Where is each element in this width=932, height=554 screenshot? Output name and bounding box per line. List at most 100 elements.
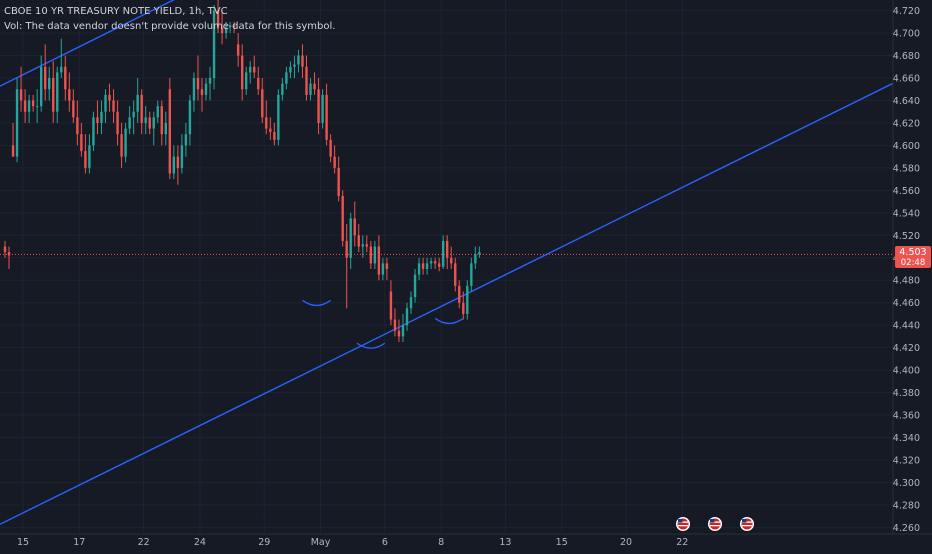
candle [148, 111, 151, 135]
candle-body [293, 64, 296, 67]
chart-legend[interactable]: CBOE 10 YR TREASURY NOTE YIELD, 1h, TVC … [4, 4, 335, 34]
candle [329, 134, 332, 163]
x-tick-label: May [311, 537, 331, 548]
candle-body [377, 246, 381, 275]
candle [184, 122, 188, 157]
candle-body [450, 257, 453, 264]
candle-body [15, 89, 19, 157]
x-tick-label: 6 [382, 537, 388, 548]
us-flag-event-icon[interactable] [740, 517, 754, 531]
candle-body [144, 117, 147, 123]
candle-body [417, 263, 421, 275]
candle [116, 100, 119, 146]
candle [208, 66, 212, 101]
candle [265, 100, 268, 135]
candle-body [317, 89, 320, 123]
candle-body [188, 100, 192, 135]
y-tick-label: 4.480 [893, 276, 920, 287]
candle [257, 66, 260, 95]
y-tick-label: 4.700 [893, 29, 920, 40]
event-marker-canton [742, 519, 747, 523]
candle-body [305, 66, 308, 95]
trendline[interactable] [0, 0, 893, 87]
candle [68, 72, 71, 112]
candle-body [309, 83, 312, 95]
candle-body [180, 145, 184, 168]
candle-body [429, 261, 433, 264]
candle-body [3, 246, 7, 253]
candle [301, 44, 304, 79]
event-markers[interactable] [676, 517, 754, 531]
candle-body [325, 94, 328, 140]
time-axis-panel[interactable] [0, 534, 932, 550]
candle [345, 224, 348, 309]
candle [397, 319, 401, 343]
candle [446, 235, 449, 269]
candle-body [104, 94, 107, 112]
candle [273, 122, 276, 146]
candle-body [76, 117, 79, 135]
candle-body [232, 25, 236, 28]
candle [277, 89, 280, 146]
candle-body [88, 145, 91, 168]
candle-body [220, 27, 224, 34]
candle-body [11, 145, 15, 157]
us-flag-event-icon[interactable] [708, 517, 722, 531]
y-tick-label: 4.620 [893, 118, 920, 129]
candle-body [425, 263, 429, 269]
candle-body [345, 240, 348, 258]
candle-body [164, 122, 167, 135]
candle [172, 145, 176, 180]
candle-body [108, 94, 111, 101]
candle [261, 78, 264, 123]
candle [220, 10, 224, 45]
candle [313, 72, 316, 95]
candle [269, 117, 272, 140]
candle [224, 21, 228, 39]
event-marker-canton [710, 519, 715, 523]
candle-body [285, 72, 288, 84]
y-tick-label: 4.580 [893, 163, 920, 174]
us-flag-event-icon[interactable] [676, 517, 690, 531]
candle-body [44, 66, 47, 90]
x-tick-label: 20 [620, 537, 632, 548]
candle [450, 246, 453, 269]
candle-body [156, 106, 159, 118]
candle-body [64, 66, 67, 90]
y-tick-label: 4.600 [893, 141, 920, 152]
candle [31, 94, 35, 112]
last-price-badge: 4.503 02:48 [895, 246, 931, 268]
candle-body [454, 263, 457, 286]
candle-body [72, 100, 75, 118]
candle [377, 235, 381, 281]
candle [27, 94, 31, 123]
trendlines[interactable] [0, 0, 894, 525]
y-tick-label: 4.300 [893, 478, 920, 489]
candle [240, 44, 244, 101]
symbol-title[interactable]: CBOE 10 YR TREASURY NOTE YIELD, 1h, TVC [4, 6, 228, 17]
y-tick-label: 4.680 [893, 51, 920, 62]
candle-body [361, 244, 364, 247]
annotation-arc [302, 299, 331, 307]
candle-body [128, 117, 131, 129]
trendline[interactable] [0, 82, 894, 525]
candle [409, 291, 413, 314]
last-price-badge-box [895, 246, 931, 268]
candle [84, 134, 87, 174]
candle-body [466, 285, 469, 314]
annotations [302, 299, 464, 349]
candle-body [31, 100, 35, 107]
candle-body [116, 111, 119, 135]
candle [164, 111, 167, 146]
candle-body [240, 55, 244, 90]
candle-body [365, 244, 368, 247]
candle [437, 257, 441, 272]
candle [353, 201, 356, 247]
candle [160, 100, 163, 146]
candle-body [369, 246, 373, 264]
candle-body [277, 94, 280, 140]
candle-body [329, 139, 332, 157]
y-tick-label: 4.400 [893, 366, 920, 377]
